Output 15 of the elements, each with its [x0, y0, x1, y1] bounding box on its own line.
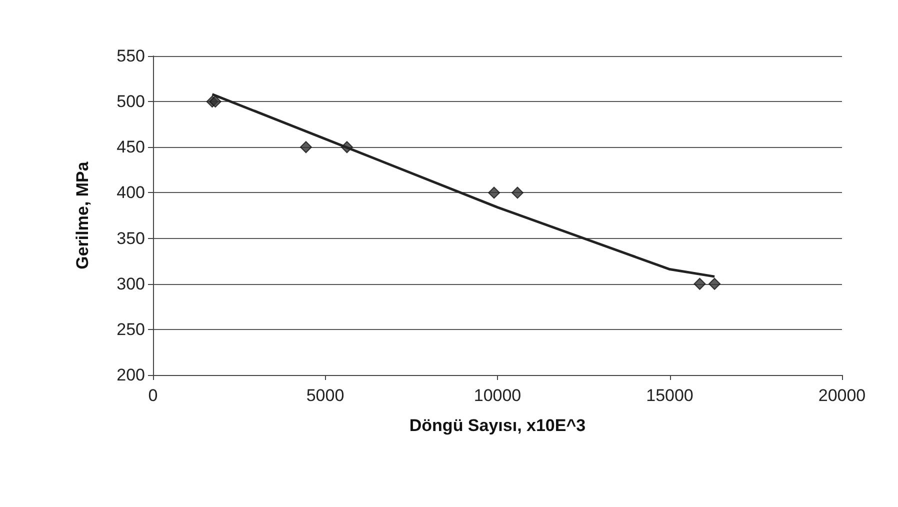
x-tick-label: 15000: [646, 386, 694, 405]
y-tick-label: 550: [116, 46, 145, 66]
y-tick-label: 250: [116, 320, 145, 339]
x-tick-label: 10000: [474, 386, 522, 405]
x-tick-label: 5000: [306, 386, 344, 405]
y-axis-title: Gerilme, MPa: [73, 161, 92, 270]
y-tick-label: 500: [116, 92, 145, 112]
y-tick-label: 350: [116, 228, 145, 248]
y-tick-label: 200: [116, 366, 145, 384]
y-tick-label: 450: [116, 138, 145, 157]
y-tick-label: 400: [116, 183, 145, 202]
x-tick-label: 0: [148, 386, 158, 405]
x-tick-label: 20000: [818, 386, 866, 405]
y-tick-label: 300: [116, 274, 145, 294]
x-axis-title: Döngü Sayısı, x10E^3: [409, 416, 586, 435]
